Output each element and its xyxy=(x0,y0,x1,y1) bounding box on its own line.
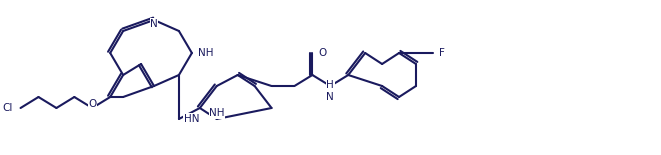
Text: NH: NH xyxy=(198,48,214,58)
Text: Cl: Cl xyxy=(2,103,13,113)
Text: NH: NH xyxy=(209,108,225,118)
Text: O: O xyxy=(88,99,97,109)
Text: HN: HN xyxy=(184,114,200,124)
Text: F: F xyxy=(439,48,445,58)
Text: O: O xyxy=(319,48,327,58)
Text: N: N xyxy=(150,19,158,29)
Text: H
N: H N xyxy=(327,80,334,102)
